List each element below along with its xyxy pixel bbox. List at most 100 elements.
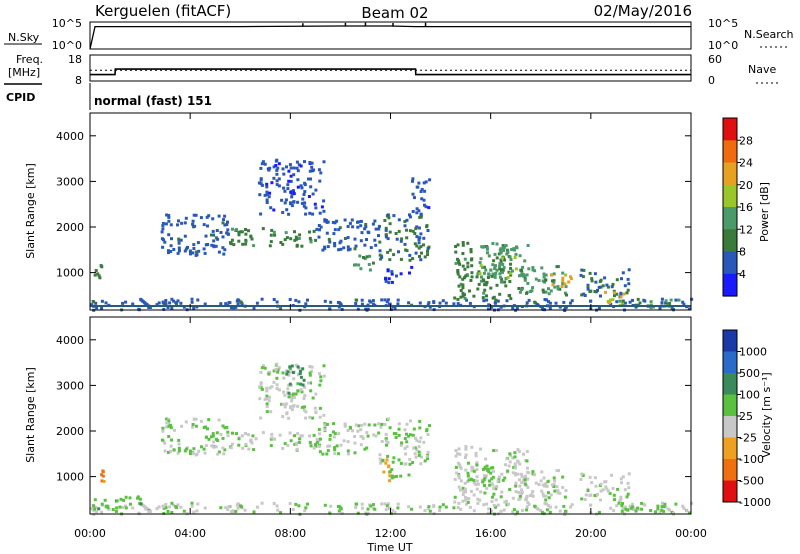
range-cell [507, 464, 511, 468]
range-cell [322, 364, 326, 368]
range-cell [500, 490, 504, 494]
range-cell [252, 448, 256, 452]
range-cell [475, 463, 479, 467]
range-cell [377, 224, 381, 228]
range-cell [392, 214, 396, 218]
range-cell [167, 435, 171, 438]
range-cell [364, 225, 368, 229]
range-cell [472, 478, 476, 482]
range-cell [562, 300, 566, 304]
range-cell [317, 224, 321, 227]
range-cell [554, 505, 558, 509]
range-cell [508, 452, 512, 456]
range-cell [513, 256, 517, 259]
range-cell [495, 242, 499, 246]
range-cell [288, 163, 292, 167]
range-cell [314, 442, 318, 446]
range-cell [224, 302, 228, 306]
range-cell [388, 258, 392, 262]
range-cell [103, 498, 107, 502]
range-cell [561, 276, 565, 280]
range-cell [285, 208, 289, 212]
range-cell [638, 301, 642, 305]
range-cell [612, 509, 616, 513]
range-cell [100, 473, 104, 477]
range-cell [279, 241, 283, 244]
range-cell [381, 459, 385, 463]
range-cell [290, 399, 294, 403]
range-cell [363, 447, 367, 451]
range-cell [295, 160, 299, 164]
range-cell [613, 294, 616, 298]
range-cell [428, 509, 432, 513]
range-cell [197, 249, 201, 253]
range-cell [625, 291, 629, 295]
range-cell [586, 287, 590, 291]
range-cell [283, 442, 287, 446]
range-cell [507, 502, 510, 506]
range-cell [95, 306, 99, 310]
range-cell [403, 446, 407, 450]
range-cell [456, 272, 460, 276]
range-cell [167, 424, 171, 428]
range-cell [317, 439, 321, 443]
range-cell [601, 488, 605, 492]
range-cell [419, 215, 423, 219]
range-cell [656, 504, 660, 508]
range-cell [226, 220, 229, 224]
range-cell [92, 504, 96, 508]
range-cell [196, 298, 200, 302]
range-cell [461, 493, 465, 496]
range-cell [547, 287, 550, 291]
range-cell [275, 168, 279, 172]
range-cell [623, 505, 627, 509]
range-cell [518, 478, 521, 482]
ytick-label: 1000 [56, 267, 84, 280]
range-cell [282, 390, 286, 394]
range-cell [229, 446, 233, 450]
range-cell [104, 301, 108, 305]
range-cell [265, 394, 269, 398]
range-cell [498, 264, 502, 268]
range-cell [183, 249, 187, 253]
freq-unit: [MHz] [8, 66, 40, 79]
range-cell [594, 280, 598, 284]
range-cell [287, 416, 291, 420]
range-cell [317, 444, 321, 448]
range-cell [287, 391, 291, 395]
range-cell [491, 466, 495, 470]
range-cell [369, 504, 373, 508]
range-cell [422, 243, 425, 247]
range-cell [618, 499, 622, 503]
range-cell [131, 302, 135, 306]
range-cell [353, 263, 356, 267]
range-cell [631, 298, 634, 302]
range-cell [493, 301, 497, 305]
range-cell [298, 437, 302, 441]
range-cell [169, 423, 173, 427]
range-cell [369, 246, 373, 250]
range-cell [497, 475, 501, 479]
range-cell [558, 509, 562, 513]
range-cell [368, 254, 372, 258]
range-cell [425, 225, 429, 229]
range-cell [314, 411, 318, 414]
range-cell [332, 232, 336, 236]
range-cell [319, 171, 323, 175]
range-cell [202, 447, 206, 451]
range-cell [272, 208, 276, 212]
range-cell [502, 248, 506, 252]
range-cell [281, 446, 285, 450]
range-cell [226, 232, 230, 236]
range-cell [212, 245, 216, 249]
range-cell [270, 385, 274, 389]
range-cell [287, 383, 291, 387]
range-cell [222, 252, 226, 256]
range-cell [324, 219, 328, 222]
range-cell [268, 166, 272, 170]
range-cell [674, 298, 678, 302]
range-cell [161, 429, 165, 433]
range-cell [327, 237, 331, 241]
range-cell [411, 433, 415, 437]
range-cell [619, 295, 623, 299]
